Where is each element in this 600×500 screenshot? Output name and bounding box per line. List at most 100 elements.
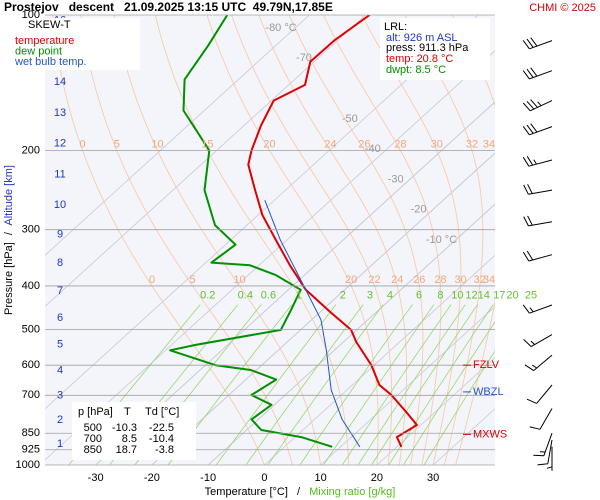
mixing-ratio-line <box>299 304 413 465</box>
mixing-ratio-line <box>323 304 435 465</box>
x-tick-label: 20 <box>371 472 383 484</box>
mixing-ratio-line <box>403 321 495 465</box>
table-background <box>72 402 196 460</box>
table-cell: 850 <box>84 444 102 456</box>
level-label: WBZL <box>473 386 504 398</box>
x-tick-label: 30 <box>427 472 439 484</box>
mixing-ratio-label: 2 <box>340 289 346 301</box>
level-label: MXWS <box>473 428 507 440</box>
isotherm <box>151 152 495 465</box>
moist-adiabat-label: 0 <box>149 274 155 286</box>
mixing-ratio-line <box>245 304 364 465</box>
moist-adiabat-label: 5 <box>190 274 196 286</box>
mixing-ratio-label: 25 <box>525 289 537 301</box>
y-axis-label: Pressure [hPa] / Altitude [km] <box>3 165 15 315</box>
moist-adiabat-label: 28 <box>434 274 446 286</box>
altitude-tick-label: 1 <box>57 438 63 450</box>
isotherm-label: -30 <box>388 173 404 185</box>
altitude-tick-label: 10 <box>54 199 66 211</box>
moist-adiabat-label: 5 <box>114 138 120 150</box>
mixing-ratio-label: 3 <box>367 289 373 301</box>
y-label-altitude: Altitude [km] <box>3 165 15 226</box>
y-tick-label: 400 <box>22 280 40 292</box>
isotherm-label: -70 <box>296 52 312 64</box>
isotherm <box>45 15 310 256</box>
wind-barb <box>522 67 553 80</box>
wind-barb <box>522 156 553 167</box>
lrl-temp: temp: 20.8 °C <box>386 53 453 65</box>
summary-table: p [hPa] T Td [°C] 500 -10.3 -22.5 700 8.… <box>72 402 196 460</box>
moist-adiabat-label: 20 <box>263 138 275 150</box>
altitude-tick-label: 14 <box>54 76 66 88</box>
wind-barb <box>522 99 553 112</box>
altitude-tick-label: 13 <box>54 107 66 119</box>
moist-adiabat-label: 22 <box>368 274 380 286</box>
y-label-sep: / <box>3 231 15 235</box>
wind-barb <box>546 446 553 471</box>
legend-label: temperature <box>15 35 74 47</box>
isotherm-label: -80 °C <box>265 22 296 34</box>
x-tick-label: -20 <box>144 472 160 484</box>
table-header: T <box>124 406 131 418</box>
x-tick-label: 10 <box>315 472 327 484</box>
mixing-ratio-label: 12 <box>465 289 477 301</box>
mixing-ratio-label: 20 <box>506 289 518 301</box>
moist-adiabat-label: 20 <box>345 274 357 286</box>
y-tick-label: 100 <box>22 9 40 21</box>
lrl-press: press: 911.3 hPa <box>386 42 469 54</box>
moist-adiabat-label: 28 <box>394 138 406 150</box>
x-label-mixing: Mixing ratio [g/kg] <box>309 486 395 498</box>
x-label-sep: / <box>297 486 301 498</box>
wind-barb <box>523 334 553 348</box>
wind-barb <box>537 439 553 466</box>
isotherm-label: -20 <box>411 204 427 216</box>
moist-adiabat-label: 10 <box>233 274 245 286</box>
table-cell: -10.3 <box>112 422 137 434</box>
y-tick-label: 600 <box>22 359 40 371</box>
isotherm <box>95 101 495 465</box>
lrl-box: LRL: alt: 926 m ASL press: 911.3 hPa tem… <box>380 18 490 80</box>
altitude-tick-label: 11 <box>54 169 65 181</box>
y-tick-label: 1000 <box>16 459 40 471</box>
moist-adiabat-label: 26 <box>413 274 425 286</box>
legend-box <box>14 18 140 70</box>
wind-barb <box>533 433 553 457</box>
mixing-ratio-label: 8 <box>437 289 443 301</box>
mixing-ratio-label: 17 <box>493 289 505 301</box>
isotherm-label: -50 <box>342 113 358 125</box>
wind-barb <box>522 250 553 262</box>
lrl-title: LRL: <box>384 21 407 33</box>
mixing-ratio-label: 0.2 <box>200 289 215 301</box>
mixing-ratio-label: 14 <box>478 289 490 301</box>
mixing-ratio-label: 0.4 <box>238 289 253 301</box>
credit: CHMI © 2025 <box>529 2 596 14</box>
isotherm <box>320 305 495 465</box>
moist-adiabat-label: 34 <box>483 138 495 150</box>
altitude-tick-label: 2 <box>57 414 63 426</box>
wind-barb <box>522 304 553 314</box>
moist-adiabat-label: 32 <box>466 138 478 150</box>
table-header: Td [°C] <box>145 406 179 418</box>
table-cell: 500 <box>84 422 102 434</box>
legend-title: SKEW-T <box>28 19 71 31</box>
y-tick-label: 700 <box>22 389 40 401</box>
chart-title: Prostejov descent 21.09.2025 13:15 UTC 4… <box>4 0 333 14</box>
altitude-tick-label: 7 <box>57 285 63 297</box>
mixing-ratio-label: 4 <box>387 289 393 301</box>
table-cell: 8.5 <box>122 433 137 445</box>
mixing-ratio-label: 6 <box>416 289 422 301</box>
legend-label: wet bulb temp. <box>14 56 87 68</box>
legend-label: dew point <box>15 45 62 57</box>
altitude-tick-label: 6 <box>57 312 63 324</box>
level-label: FZLV <box>473 359 500 371</box>
mixing-ratio-line <box>357 304 466 465</box>
table-cell: 700 <box>84 433 102 445</box>
mixing-ratio-label: 0.6 <box>261 289 276 301</box>
table-cell: -10.4 <box>149 433 174 445</box>
isotherm-label: -10 °C <box>426 234 457 246</box>
isotherm <box>376 357 495 465</box>
y-tick-label: 925 <box>22 444 40 456</box>
isotherm <box>264 254 495 465</box>
